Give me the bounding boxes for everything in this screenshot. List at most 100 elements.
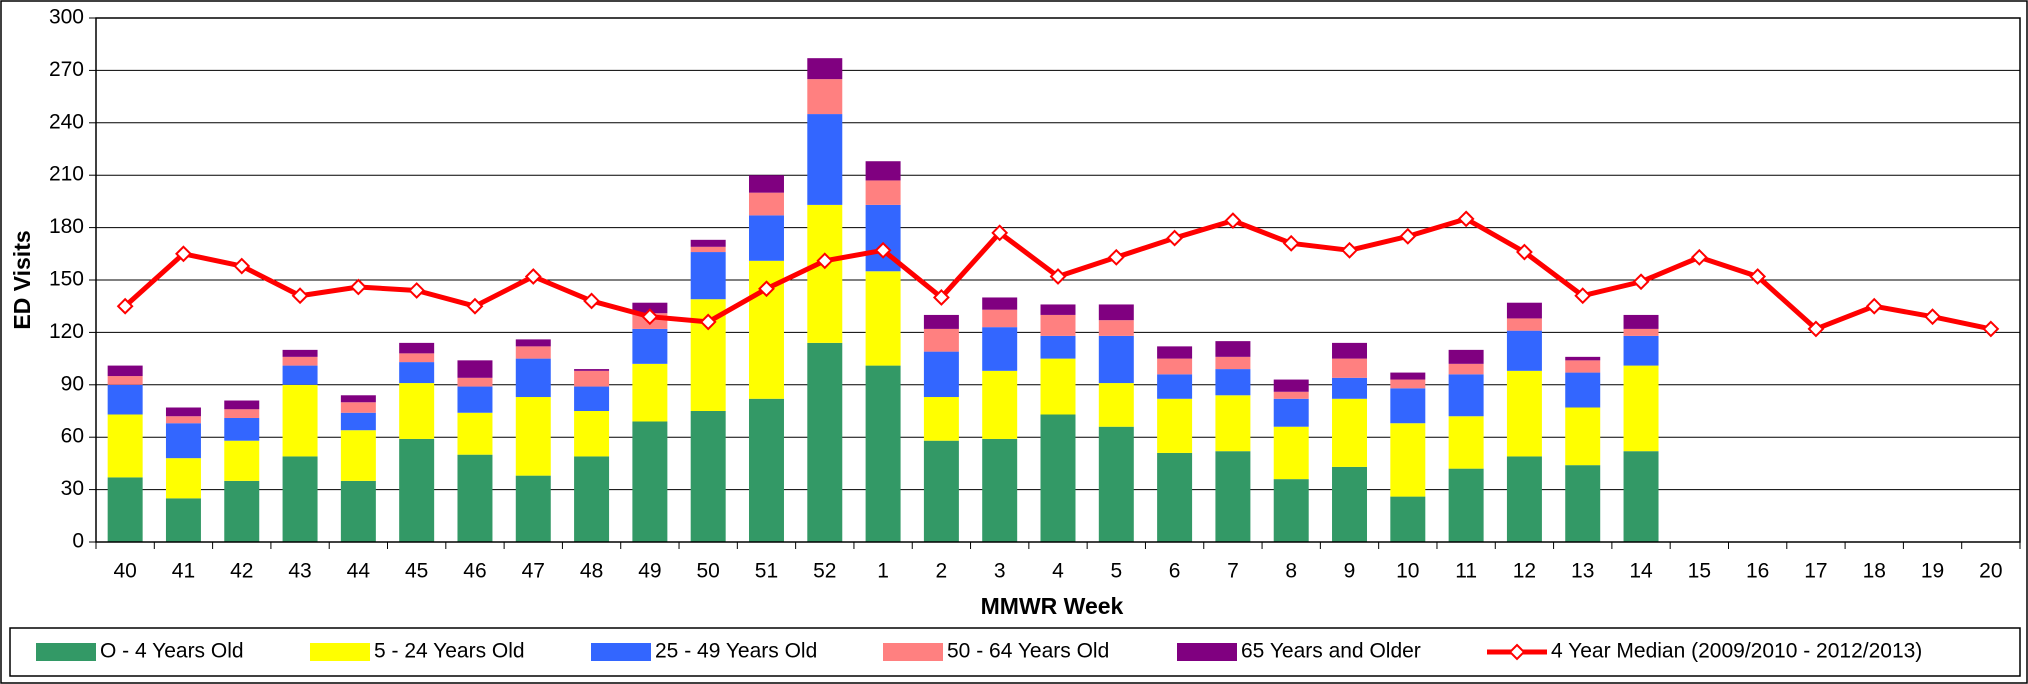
- marker: [1749, 268, 1767, 285]
- marker: [524, 268, 542, 285]
- bar-segment: [1098, 335, 1134, 384]
- bar-segment: [1098, 383, 1134, 427]
- marker: [991, 224, 1009, 242]
- bar-segment: [865, 365, 901, 542]
- bar-segment: [1040, 304, 1076, 315]
- bar-segment: [574, 369, 610, 371]
- y-tick-label: 270: [49, 58, 84, 81]
- bar-segment: [1040, 358, 1076, 415]
- legend-label: O - 4 Years Old: [100, 640, 244, 663]
- legend-swatch: [310, 643, 370, 661]
- legend-swatch: [591, 643, 651, 661]
- bar-segment: [282, 349, 318, 357]
- marker: [1924, 308, 1941, 326]
- bar-segment: [457, 412, 493, 455]
- legend-label: 50 - 64 Years Old: [947, 640, 1109, 663]
- legend-swatch: [36, 643, 96, 661]
- bar-segment: [1390, 496, 1426, 542]
- bar-segment: [515, 475, 551, 542]
- marker: [1457, 210, 1475, 228]
- x-tick-label: 45: [405, 560, 428, 583]
- y-tick-label: 0: [72, 530, 84, 553]
- bar-segment: [1040, 414, 1076, 542]
- x-tick-label: 46: [463, 560, 486, 583]
- bar-segment: [1623, 335, 1659, 366]
- x-tick-label: 40: [113, 560, 136, 583]
- bar-segment: [1390, 372, 1426, 380]
- bar-segment: [165, 416, 201, 424]
- bar-segment: [1332, 398, 1368, 467]
- bar-segment: [1506, 330, 1542, 371]
- x-tick-label: 4: [1052, 560, 1064, 583]
- marker: [1282, 234, 1300, 252]
- bar-segment: [399, 438, 435, 542]
- marker: [116, 297, 134, 315]
- x-tick-label: 50: [697, 560, 720, 583]
- bar-segment: [1215, 341, 1251, 357]
- bar-segment: [107, 365, 143, 377]
- bar-segment: [748, 215, 784, 261]
- bar-segment: [1390, 423, 1426, 497]
- x-tick-label: 11: [1455, 560, 1477, 583]
- bar-segment: [515, 346, 551, 359]
- marker: [641, 308, 659, 326]
- bar-segment: [1506, 456, 1542, 542]
- x-axis-label: MMWR Week: [981, 593, 1124, 619]
- bar-segment: [1273, 426, 1309, 480]
- plot-border: [95, 17, 2021, 543]
- bar-segment: [340, 480, 376, 542]
- bar-segment: [165, 423, 201, 459]
- marker: [932, 289, 950, 306]
- legend-label: 4 Year Median (2009/2010 - 2012/2013): [1551, 640, 1922, 663]
- bar-segment: [690, 411, 726, 542]
- marker: [1690, 248, 1708, 266]
- x-tick-label: 42: [230, 560, 253, 583]
- bar-segment: [1157, 452, 1193, 542]
- marker: [1166, 229, 1184, 247]
- x-tick-label: 20: [1979, 560, 2002, 583]
- bar-segment: [923, 440, 959, 542]
- bar-segment: [1506, 302, 1542, 319]
- marker: [1865, 297, 1883, 315]
- bar-segment: [690, 252, 726, 300]
- legend-swatch: [883, 643, 943, 661]
- bar-segment: [340, 402, 376, 413]
- x-tick-label: 13: [1571, 560, 1594, 583]
- x-tick-label: 1: [877, 560, 889, 583]
- x-tick-label: 3: [994, 560, 1006, 583]
- bar-segment: [1448, 349, 1484, 364]
- bar-segment: [748, 175, 784, 193]
- legend-label: 65 Years and Older: [1241, 640, 1421, 663]
- bar-segment: [574, 456, 610, 542]
- x-tick-label: 41: [172, 560, 195, 583]
- bar-segment: [1040, 335, 1076, 359]
- marker: [1107, 248, 1125, 266]
- marker: [1049, 268, 1067, 285]
- bar-segment: [1332, 342, 1368, 359]
- x-tick-label: 16: [1746, 560, 1769, 583]
- bar-segment: [690, 246, 726, 253]
- bar-segment: [574, 370, 610, 387]
- bar-segment: [1273, 479, 1309, 542]
- marker: [1574, 287, 1592, 305]
- y-tick-label: 210: [49, 163, 84, 186]
- marker: [1807, 320, 1825, 338]
- bar-segment: [632, 302, 668, 314]
- marker: [1632, 273, 1650, 291]
- y-tick-label: 150: [49, 268, 84, 291]
- bar-segment: [224, 440, 260, 481]
- bar-segment: [1215, 369, 1251, 396]
- x-tick-label: 17: [1804, 560, 1827, 583]
- bar-segment: [1448, 416, 1484, 469]
- x-tick-label: 6: [1169, 560, 1181, 583]
- marker: [291, 287, 309, 305]
- marker: [1341, 241, 1358, 259]
- bar-segment: [632, 363, 668, 422]
- marker: [1982, 320, 2000, 338]
- x-tick-label: 43: [288, 560, 311, 583]
- bar-segment: [1332, 358, 1368, 378]
- bar-segment: [807, 342, 843, 542]
- marker: [758, 280, 775, 298]
- bar-segment: [165, 498, 201, 542]
